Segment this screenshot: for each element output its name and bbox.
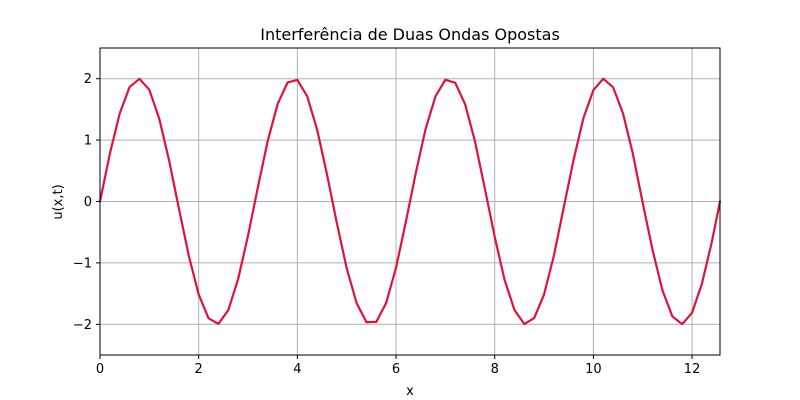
x-tick-label: 8 — [491, 362, 499, 377]
x-tick-label: 10 — [585, 362, 602, 377]
x-axis-label: x — [406, 384, 414, 399]
x-tick-label: 2 — [195, 362, 203, 377]
y-axis-label: u(x,t) — [51, 184, 66, 219]
grid — [99, 48, 720, 355]
y-tick-label: 0 — [84, 195, 92, 210]
x-tick-label: 0 — [96, 362, 104, 377]
x-tick-label: 4 — [293, 362, 301, 377]
x-tick-label: 6 — [392, 362, 400, 377]
y-tick-label: 2 — [84, 72, 92, 87]
x-axis: 0 2 4 6 8 10 12 — [96, 355, 700, 377]
series-line — [98, 77, 722, 326]
x-tick-label: 12 — [684, 362, 701, 377]
y-axis: −2 −1 0 1 2 — [73, 72, 100, 333]
series-layer — [98, 77, 722, 326]
y-tick-label: 1 — [84, 134, 92, 149]
y-tick-label: −1 — [73, 256, 92, 271]
chart-title: Interferência de Duas Ondas Opostas — [260, 25, 560, 44]
y-tick-label: −2 — [73, 318, 92, 333]
